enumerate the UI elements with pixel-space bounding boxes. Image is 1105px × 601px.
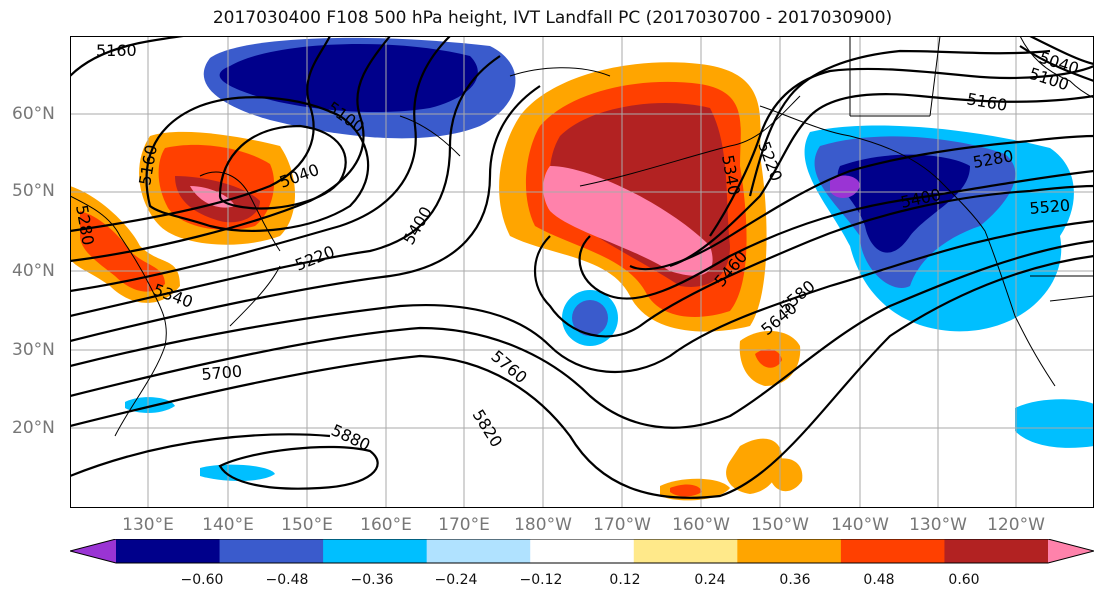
lat-label-20n: 20°N bbox=[12, 418, 55, 438]
colorbar-tick-label: −0.36 bbox=[350, 572, 394, 588]
colorbar-tick-label: 0.36 bbox=[779, 572, 811, 588]
colorbar-cell bbox=[633, 539, 738, 563]
lon-label-160e: 160°E bbox=[360, 515, 412, 535]
colorbar-cell bbox=[323, 539, 428, 563]
map-frame bbox=[70, 36, 1094, 508]
colorbar-cell bbox=[116, 539, 221, 563]
colorbar-cell bbox=[1048, 539, 1094, 563]
colorbar-tick-label: 0.48 bbox=[863, 572, 895, 588]
lon-label-180w: 180°W bbox=[514, 515, 572, 535]
lon-label-120w: 120°W bbox=[987, 515, 1045, 535]
colorbar-tick-label: 0.12 bbox=[609, 572, 641, 588]
colorbar-outline bbox=[70, 539, 1094, 564]
colorbar bbox=[70, 539, 1094, 564]
colorbar-cell bbox=[944, 539, 1049, 563]
lon-label-160w: 160°W bbox=[672, 515, 730, 535]
lon-label-170w: 170°W bbox=[593, 515, 651, 535]
lat-label-60n: 60°N bbox=[12, 104, 55, 124]
colorbar-cell bbox=[737, 539, 842, 563]
colorbar-cell bbox=[219, 539, 324, 563]
colorbar-tick-label: −0.60 bbox=[180, 572, 224, 588]
ivt-negative-fields bbox=[125, 37, 1094, 481]
lon-label-150e: 150°E bbox=[281, 515, 333, 535]
contour-label: 5160 bbox=[96, 41, 137, 60]
colorbar-tick-label: 0.60 bbox=[948, 572, 980, 588]
colorbar-tick-label: −0.24 bbox=[434, 572, 478, 588]
contour-label: 5520 bbox=[1029, 196, 1071, 218]
lat-label-30n: 30°N bbox=[12, 340, 55, 360]
lon-label-150w: 150°W bbox=[751, 515, 809, 535]
lon-label-130w: 130°W bbox=[909, 515, 967, 535]
height-contours bbox=[70, 36, 1094, 499]
ivt-positive-fields bbox=[70, 62, 803, 501]
lon-label-140e: 140°E bbox=[202, 515, 254, 535]
lat-label-50n: 50°N bbox=[12, 181, 55, 201]
lon-label-140w: 140°W bbox=[831, 515, 889, 535]
lat-label-40n: 40°N bbox=[12, 261, 55, 281]
map-panel: 5160 5160 5280 5340 5220 5040 5100 5400 … bbox=[70, 36, 1094, 508]
colorbar-tick-label: −0.12 bbox=[519, 572, 563, 588]
lon-label-170e: 170°E bbox=[438, 515, 490, 535]
colorbar-cell bbox=[426, 539, 531, 563]
colorbar-cell bbox=[530, 539, 635, 563]
lon-label-130e: 130°E bbox=[122, 515, 174, 535]
map-title: 2017030400 F108 500 hPa height, IVT Land… bbox=[212, 8, 893, 28]
colorbar-tick-label: −0.48 bbox=[265, 572, 309, 588]
coastlines bbox=[70, 36, 1094, 437]
colorbar-cell bbox=[70, 539, 116, 563]
colorbar-tick-label: 0.24 bbox=[694, 572, 726, 588]
colorbar-cell bbox=[840, 539, 945, 563]
contour-label: 5700 bbox=[201, 362, 243, 384]
